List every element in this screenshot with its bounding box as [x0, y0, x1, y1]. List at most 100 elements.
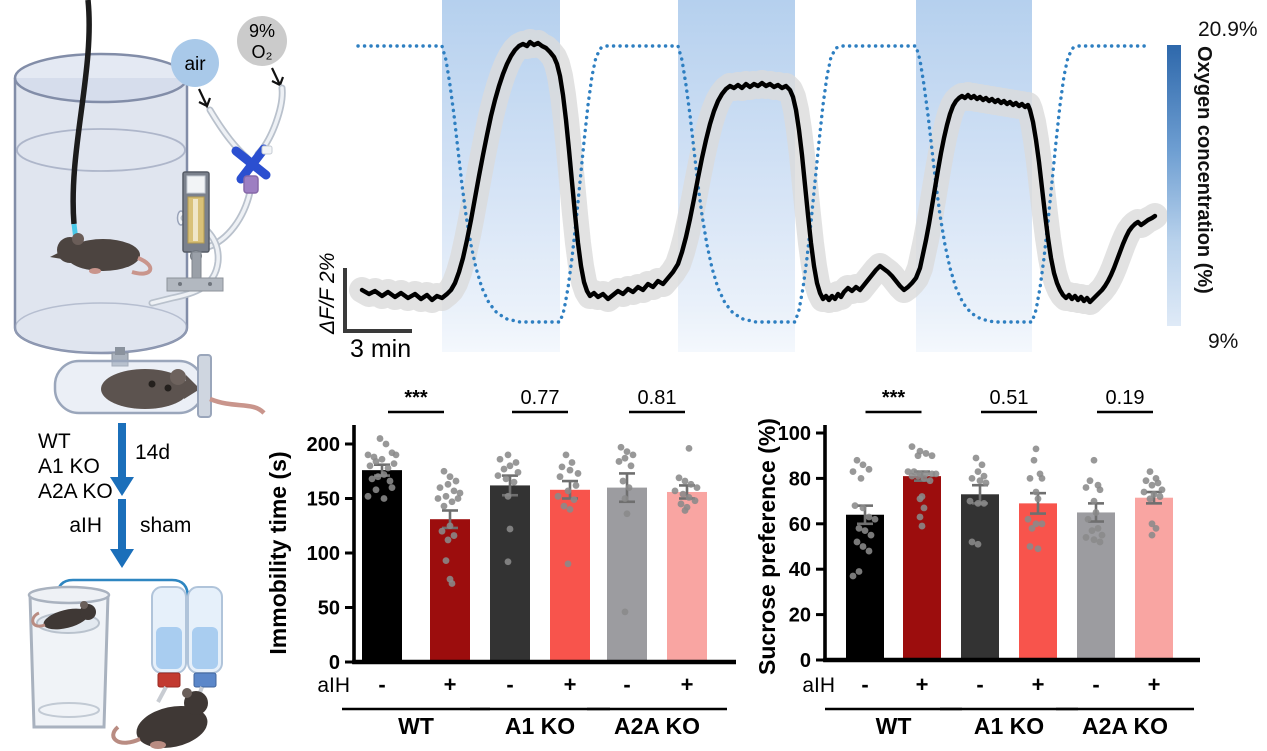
y-tick-label: 60 — [789, 514, 811, 536]
scatter-point — [436, 484, 444, 491]
air-arrow-icon — [198, 88, 212, 109]
drinking-mouse-foot — [150, 741, 166, 749]
scatter-point — [972, 454, 980, 462]
significance-label: *** — [404, 387, 428, 409]
arrow-down-icon — [110, 549, 134, 568]
colorbar-max-label: 20.9% — [1198, 18, 1258, 41]
genotype-a2ako: A2A KO — [38, 480, 113, 503]
protocol-schematic: WT A1 KO A2A KO 14d aIH sham — [27, 347, 266, 749]
o2-pct-label: 9% — [249, 21, 275, 41]
scatter-point — [504, 558, 512, 566]
significance-label: 0.77 — [521, 387, 560, 409]
scatter-point — [554, 492, 562, 500]
scatter-point — [1096, 538, 1104, 546]
chamber-inner-rim — [16, 128, 186, 172]
scatter-point — [1084, 515, 1092, 523]
sucrose-preference-test — [111, 586, 223, 749]
scatter-point — [1026, 475, 1034, 482]
colorbar-gradient — [1167, 45, 1181, 326]
scatter-point — [855, 524, 863, 532]
scatter-point — [920, 475, 928, 482]
mouse-in-chamber — [50, 233, 153, 276]
flowmeter-window — [186, 175, 206, 194]
scatter-point — [450, 532, 458, 539]
bar-WT-aIH- — [362, 470, 402, 662]
scatter-point — [922, 450, 930, 457]
bottle-cap-red — [157, 672, 181, 688]
scatter-point — [849, 468, 857, 475]
restrainer — [53, 347, 266, 418]
scatter-point — [865, 547, 873, 555]
scatter-point — [382, 440, 390, 448]
arm-aih-label: aIH — [69, 514, 102, 537]
bar-A2AKO-aIH+ — [667, 491, 707, 662]
dff-trace — [359, 39, 1158, 305]
scatter-point — [865, 465, 873, 473]
scatter-point — [570, 496, 578, 503]
y-tick-label: 0 — [329, 652, 340, 674]
scatter-point — [1156, 493, 1164, 500]
scatter-point — [1038, 520, 1046, 528]
bar-WT-aIH- — [846, 514, 884, 660]
scatter-point — [388, 484, 396, 491]
scatter-point — [681, 477, 689, 485]
scatter-point — [621, 608, 629, 616]
scatter-point — [1034, 495, 1042, 503]
y-tick-label: 20 — [789, 605, 811, 627]
luer-connector — [243, 175, 259, 194]
significance-label: *** — [882, 387, 906, 409]
scatter-point — [452, 477, 460, 485]
scatter-point — [865, 513, 873, 521]
scatter-point — [615, 458, 623, 465]
scatter-point — [512, 459, 520, 466]
scatter-point — [1090, 456, 1098, 464]
scatter-point — [627, 462, 635, 470]
condition-value: - — [861, 672, 868, 697]
scatter-point — [978, 461, 986, 469]
scatter-point — [506, 525, 514, 533]
photometry-trace-panel: ΔF/F 2% 3 min — [316, 0, 1168, 363]
group-label: A1 KO — [505, 713, 575, 739]
scatter-point — [1092, 509, 1100, 516]
hypoxia-chamber — [13, 52, 189, 355]
scatter-point — [677, 500, 685, 508]
y-axis-title: Sucrose preference (%) — [754, 418, 780, 675]
scatter-point — [504, 492, 512, 500]
beaker-bottom — [38, 702, 100, 718]
scatter-point — [623, 448, 631, 456]
y-axis-title: Immobility time (s) — [265, 451, 291, 654]
scatter-point — [374, 473, 382, 481]
y-tick-label: 100 — [307, 543, 340, 565]
scatter-point — [1032, 488, 1040, 496]
condition-value: - — [976, 672, 983, 697]
chamber-bottom-rim — [14, 302, 188, 354]
scatter-point — [1148, 520, 1156, 528]
scatter-point — [675, 474, 683, 482]
bar-A1KO-aIH+ — [550, 489, 590, 662]
apparatus-illustration: air 9% O₂ — [13, 0, 287, 355]
o2-arrow-icon — [271, 67, 285, 88]
scatter-point — [376, 435, 384, 442]
bar-A1KO-aIH- — [490, 485, 530, 662]
scatter-point — [980, 472, 988, 480]
scatter-point — [1158, 486, 1166, 494]
scatter-point — [434, 495, 442, 502]
scatter-point — [623, 510, 631, 518]
scatter-point — [1026, 543, 1034, 550]
group-label: WT — [398, 713, 434, 739]
scatter-point — [1140, 488, 1148, 496]
valve-cap — [261, 145, 273, 155]
scatter-point — [857, 475, 865, 482]
condition-value: + — [1032, 672, 1045, 697]
scatter-point — [1088, 527, 1096, 535]
scatter-point — [980, 499, 988, 507]
scatter-point — [562, 451, 570, 459]
dff-scalebar-label: ΔF/F 2% — [316, 253, 339, 335]
bar-A1KO-aIH- — [961, 494, 999, 660]
scatter-point — [446, 473, 454, 481]
drinking-mouse-ear-icon — [182, 688, 192, 698]
tube-hole — [148, 380, 156, 388]
forced-swim-test — [27, 585, 111, 729]
scatter-point — [932, 470, 940, 478]
